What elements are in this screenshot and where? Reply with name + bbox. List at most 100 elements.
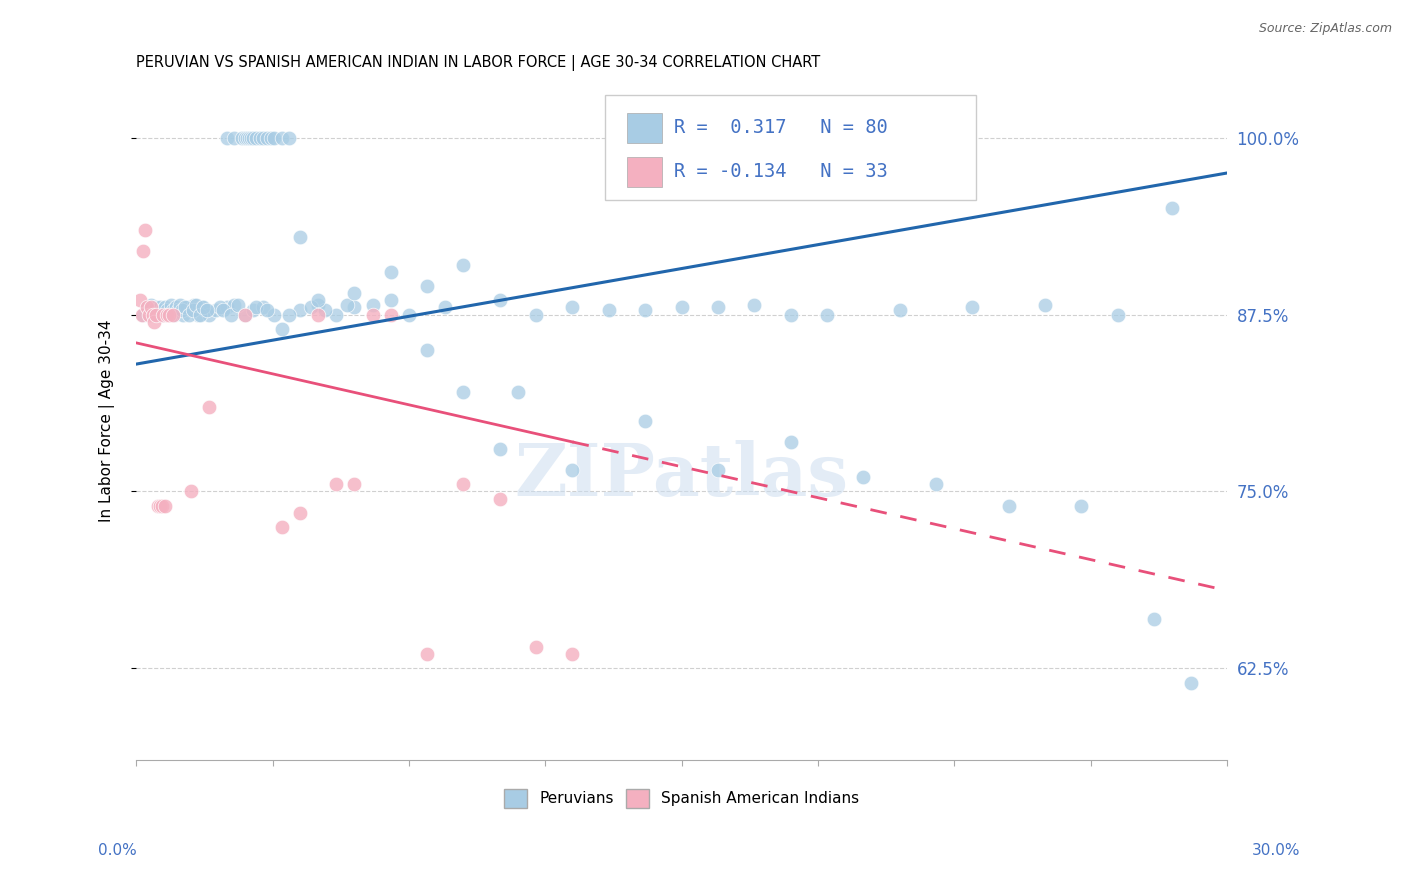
Point: [288, 229, 311, 244]
Point: [256, 303, 278, 318]
Point: [815, 308, 838, 322]
Point: [156, 303, 179, 318]
Point: [416, 279, 439, 293]
Point: [219, 308, 242, 322]
Point: [307, 308, 329, 322]
Point: [779, 434, 801, 449]
Point: [634, 414, 657, 428]
Bar: [627, 112, 662, 143]
Point: [194, 303, 217, 318]
Point: [245, 130, 267, 145]
Point: [277, 308, 299, 322]
Point: [217, 130, 239, 145]
Point: [163, 308, 186, 322]
Point: [170, 303, 193, 318]
Point: [238, 130, 260, 145]
Point: [190, 301, 212, 315]
Point: [488, 442, 510, 456]
Point: [707, 463, 730, 477]
Point: [186, 298, 208, 312]
Text: 0.0%: 0.0%: [98, 843, 138, 858]
Point: [233, 308, 256, 322]
Point: [434, 301, 457, 315]
Point: [193, 301, 215, 315]
Point: [453, 258, 475, 272]
Point: [187, 308, 209, 322]
Point: [299, 301, 322, 315]
Point: [139, 301, 162, 315]
Point: [159, 298, 181, 312]
Text: ZIPatlas: ZIPatlas: [515, 440, 849, 510]
Point: [398, 308, 420, 322]
Point: [233, 308, 256, 322]
Point: [142, 308, 165, 322]
Point: [236, 130, 259, 145]
Point: [288, 303, 311, 318]
Point: [138, 303, 160, 318]
Point: [453, 477, 475, 491]
Point: [242, 130, 264, 145]
Point: [252, 301, 274, 315]
Point: [1180, 675, 1202, 690]
Point: [143, 315, 166, 329]
Point: [524, 640, 547, 655]
Point: [155, 301, 177, 315]
Point: [380, 308, 402, 322]
Point: [506, 385, 529, 400]
Point: [343, 286, 366, 301]
Point: [634, 303, 657, 318]
Point: [256, 130, 278, 145]
Point: [380, 293, 402, 308]
Point: [852, 470, 875, 484]
Point: [217, 301, 239, 315]
Point: [325, 477, 347, 491]
Point: [152, 308, 174, 322]
Point: [183, 298, 205, 312]
Point: [146, 308, 169, 322]
Text: R = -0.134   N = 33: R = -0.134 N = 33: [673, 162, 887, 181]
Point: [155, 499, 177, 513]
Point: [416, 647, 439, 661]
Point: [149, 301, 172, 315]
Point: [962, 301, 984, 315]
Point: [176, 301, 198, 315]
Point: [169, 298, 191, 312]
Point: [779, 308, 801, 322]
Point: [314, 303, 336, 318]
Point: [150, 303, 173, 318]
Point: [149, 499, 172, 513]
Point: [361, 308, 384, 322]
Point: [143, 303, 166, 318]
Point: [343, 301, 366, 315]
Point: [263, 130, 285, 145]
Point: [157, 308, 180, 322]
Point: [889, 303, 911, 318]
Point: [1143, 612, 1166, 626]
Point: [561, 463, 583, 477]
Point: [277, 130, 299, 145]
Point: [307, 298, 329, 312]
Point: [146, 499, 169, 513]
Bar: [627, 157, 662, 186]
Text: Source: ZipAtlas.com: Source: ZipAtlas.com: [1258, 22, 1392, 36]
Point: [212, 303, 235, 318]
Point: [180, 484, 202, 499]
Point: [336, 298, 359, 312]
Point: [208, 301, 231, 315]
Point: [252, 130, 274, 145]
Point: [361, 298, 384, 312]
Text: 30.0%: 30.0%: [1253, 843, 1301, 858]
Point: [561, 301, 583, 315]
Point: [488, 293, 510, 308]
Point: [343, 477, 366, 491]
Point: [145, 308, 167, 322]
Point: [177, 308, 200, 322]
Point: [224, 298, 246, 312]
Point: [195, 303, 218, 318]
Point: [134, 222, 156, 236]
Point: [198, 400, 221, 414]
Point: [226, 298, 249, 312]
Point: [380, 265, 402, 279]
Point: [172, 308, 194, 322]
Point: [139, 298, 162, 312]
